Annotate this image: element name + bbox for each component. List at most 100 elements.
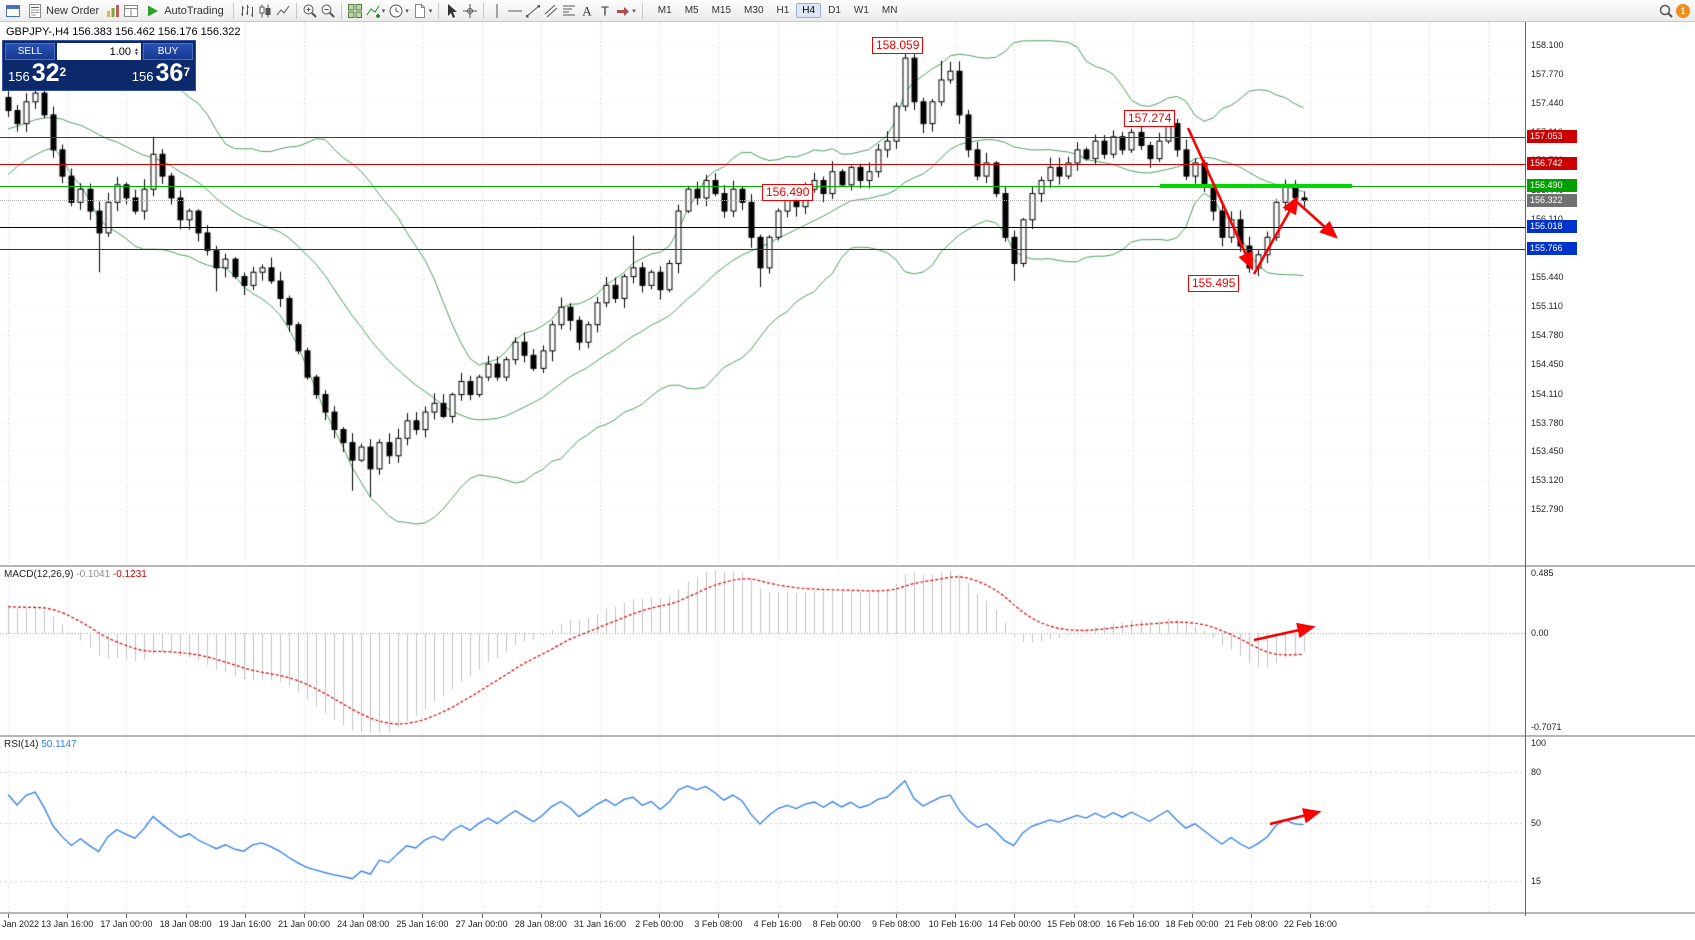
timeframe-w1[interactable]: W1 [853, 5, 869, 16]
timeframe-d1[interactable]: D1 [828, 5, 841, 16]
macd-scale-label: 0.485 [1531, 568, 1554, 578]
cursor-icon[interactable] [444, 3, 460, 19]
zoom-in-icon[interactable] [302, 3, 318, 19]
templates-icon[interactable] [412, 3, 428, 19]
time-axis-label: 18 Feb 00:00 [1165, 919, 1219, 929]
dropdown-arrow-icon[interactable]: ▾ [632, 7, 636, 15]
time-axis-label: 15 Feb 08:00 [1047, 919, 1101, 929]
volume-down-button[interactable]: ▼ [134, 50, 139, 57]
time-axis-label: 9 Feb 08:00 [871, 919, 921, 929]
indicators-icon[interactable] [365, 3, 381, 19]
macd-main-value: -0.1041 [76, 569, 111, 580]
time-axis-tick [955, 914, 957, 918]
svg-text:T: T [601, 3, 609, 18]
macd-scale-label: -0.7071 [1531, 722, 1562, 732]
new-order-button[interactable]: New Order [23, 2, 103, 20]
rsi-scale-label: 80 [1531, 767, 1542, 778]
volume-up-button[interactable]: ▲ [134, 46, 139, 53]
tile-windows-icon[interactable] [347, 3, 363, 19]
time-axis-label: 25 Jan 16:00 [396, 919, 449, 929]
rsi-label: RSI(14) 50.1147 [4, 739, 77, 750]
app-icon[interactable] [5, 3, 21, 19]
timeframe-h4[interactable]: H4 [796, 3, 822, 18]
rsi-panel-canvas[interactable] [0, 735, 1525, 912]
time-axis-label: 31 Jan 16:00 [573, 919, 627, 929]
bar-chart-icon[interactable] [239, 3, 255, 19]
price-tick: 152.790 [1531, 504, 1564, 515]
time-axis-tick [1132, 914, 1134, 918]
search-icon[interactable] [1658, 3, 1674, 19]
channel-icon[interactable] [543, 3, 559, 19]
timeframe-m5[interactable]: M5 [684, 5, 699, 16]
time-axis-label: 18 Jan 08:00 [159, 919, 212, 929]
time-axis-label: 3 Feb 08:00 [694, 919, 743, 929]
time-axis-label: 22 Feb 16:00 [1283, 919, 1337, 929]
time-axis-tick [1251, 914, 1253, 918]
text-icon[interactable]: A [579, 3, 595, 19]
time-axis-tick [1192, 914, 1193, 918]
time-axis-tick [126, 914, 128, 918]
candlestick-chart-canvas[interactable] [0, 22, 1525, 565]
macd-rsi-divider[interactable] [0, 735, 1695, 737]
toolbar-separator [295, 2, 297, 19]
candlestick-chart-icon[interactable] [257, 3, 273, 19]
time-axis-label: 14 Feb 00:00 [987, 919, 1041, 929]
rsi-axis-divider [0, 912, 1695, 914]
time-axis-tick [244, 914, 246, 918]
periods-icon[interactable] [388, 3, 404, 19]
one-click-trading-panel: SELL 1.00 ▲ ▼ BUY 156322 156367 [2, 40, 196, 91]
dropdown-arrow-icon[interactable]: ▾ [381, 7, 386, 15]
price-scale[interactable]: 158.100157.770157.440157.110156.780156.4… [1526, 0, 1695, 940]
zoom-out-icon[interactable] [320, 3, 336, 19]
dropdown-arrow-icon[interactable]: ▾ [405, 7, 409, 15]
fibonacci-icon[interactable] [561, 3, 577, 19]
timeframe-bar: M1 M5 M15 M30 H1 H4 D1 W1 MN [652, 3, 904, 18]
price-tick: 154.110 [1531, 388, 1563, 399]
arrow-shapes-icon[interactable] [615, 3, 631, 19]
trendline-icon[interactable] [525, 3, 541, 19]
notification-badge[interactable]: 1 [1676, 3, 1690, 18]
new-order-label: New Order [46, 4, 100, 17]
sell-button[interactable]: SELL [5, 43, 55, 60]
line-chart-icon[interactable] [275, 3, 291, 19]
time-axis-label: 10 Feb 16:00 [928, 919, 982, 929]
toolbar: New Order AutoTrading ▾ ▾ ▾ A T ▾ M1 M5 M [0, 0, 1695, 22]
macd-panel-canvas[interactable] [0, 565, 1525, 735]
timeframe-m1[interactable]: M1 [657, 5, 672, 16]
dropdown-arrow-icon[interactable]: ▾ [428, 7, 433, 15]
toolbar-separator [641, 2, 643, 19]
time-axis[interactable]: Jan 2022 13 Jan 16:00 17 Jan 00:00 18 Jan 0… [0, 912, 1525, 940]
time-axis-label: 28 Jan 08:00 [514, 919, 567, 929]
timeframe-m30[interactable]: M30 [744, 5, 764, 16]
bid-price: 156322 [8, 59, 67, 87]
timeframe-mn[interactable]: MN [881, 5, 898, 16]
price-tick: 153.120 [1531, 475, 1564, 486]
time-axis-label: 8 Feb 00:00 [812, 919, 861, 929]
toolbar-separator [232, 2, 234, 19]
volume-field[interactable]: 1.00 ▲ ▼ [57, 43, 141, 60]
time-axis-label: 17 Jan 00:00 [100, 919, 153, 929]
time-axis-label: Jan 2022 [2, 919, 40, 929]
time-axis-tick [1310, 914, 1312, 918]
chart-symbol-header: GBPJPY-,H4 156.383 156.462 156.176 156.3… [6, 26, 241, 38]
timeframe-h1[interactable]: H1 [776, 5, 790, 16]
chart-macd-divider[interactable] [0, 565, 1695, 567]
toolbar-separator [340, 2, 342, 19]
vertical-line-icon[interactable] [489, 3, 505, 19]
crosshair-icon[interactable] [462, 3, 478, 19]
time-axis-tick [422, 914, 424, 918]
timeframe-m15[interactable]: M15 [711, 5, 732, 16]
price-tick: 153.780 [1531, 417, 1564, 428]
price-tick: 157.770 [1531, 68, 1564, 79]
data-window-icon[interactable] [123, 3, 139, 19]
price-tick: 154.780 [1531, 330, 1564, 341]
rsi-scale-label: 50 [1531, 817, 1542, 828]
text-label-icon[interactable]: T [597, 3, 613, 19]
price-tick: 154.450 [1531, 359, 1564, 369]
autotrading-button[interactable]: AutoTrading [141, 2, 228, 20]
horizontal-line-icon[interactable] [507, 3, 523, 19]
buy-button[interactable]: BUY [143, 43, 193, 60]
time-axis-tick [185, 914, 187, 918]
charts-icon[interactable] [105, 3, 121, 19]
price-level-label-156.742: 156.742 [1527, 157, 1577, 171]
